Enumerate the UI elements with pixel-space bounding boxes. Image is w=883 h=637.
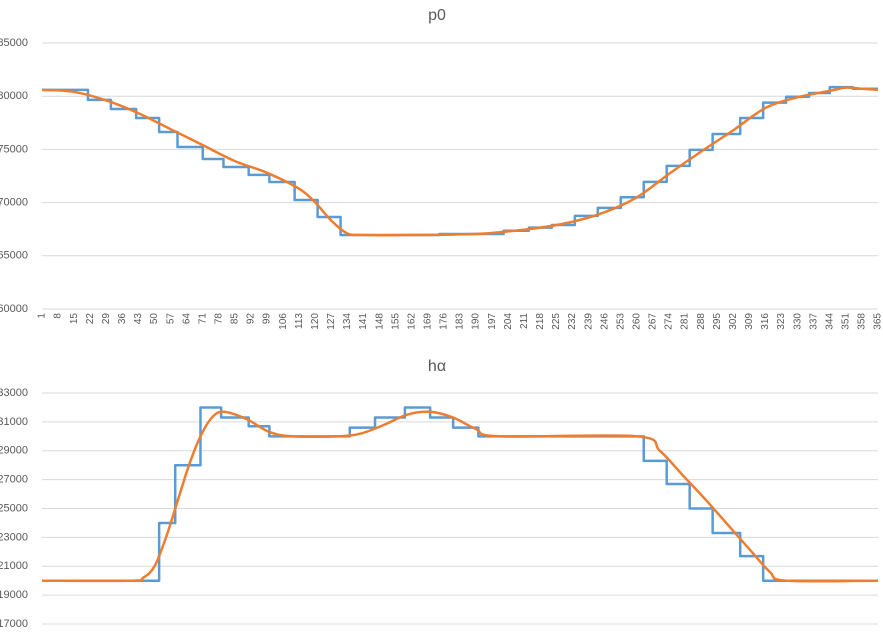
x-tick-label: 274 [664,313,675,330]
y-tick-label: 80000 [0,90,28,102]
x-tick-label: 197 [487,313,498,330]
x-tick-label: 92 [246,313,257,325]
x-tick-label: 232 [567,313,578,330]
x-tick-label: 50 [149,313,160,325]
x-tick-label: 302 [728,313,739,330]
x-tick-label: 155 [390,313,401,330]
x-tick-label: 85 [230,313,241,325]
x-tick-label: 1 [37,313,48,319]
y-tick-label: 19000 [0,589,28,601]
x-tick-label: 267 [648,313,659,330]
series-line [42,406,878,582]
x-tick-label: 78 [213,313,224,325]
x-tick-label: 218 [535,313,546,330]
chart-title: hα [428,358,446,375]
y-tick-label: 25000 [0,502,28,514]
y-tick-label: 31000 [0,416,28,428]
series-line [41,410,879,583]
x-tick-label: 358 [857,313,868,330]
x-tick-label: 169 [422,313,433,330]
y-tick-label: 29000 [0,445,28,457]
y-tick-label: 21000 [0,560,28,572]
y-tick-label: 70000 [0,197,28,209]
x-tick-label: 120 [310,313,321,330]
x-tick-label: 344 [824,313,835,330]
x-tick-label: 36 [117,313,128,325]
x-tick-label: 183 [455,313,466,330]
y-tick-label: 17000 [0,618,28,630]
x-tick-label: 211 [519,313,530,329]
x-tick-label: 246 [599,313,610,330]
x-tick-label: 64 [181,313,192,325]
x-tick-label: 351 [840,313,851,330]
x-tick-label: 106 [278,313,289,330]
x-tick-label: 309 [744,313,755,330]
x-tick-label: 113 [294,313,305,329]
x-tick-label: 281 [680,313,691,330]
x-tick-label: 162 [406,313,417,330]
y-tick-label: 75000 [0,143,28,155]
y-tick-label: 23000 [0,531,28,543]
x-tick-label: 288 [696,313,707,330]
x-tick-label: 134 [342,313,353,330]
series-line [42,85,878,237]
y-tick-label: 85000 [0,37,28,49]
x-tick-label: 15 [69,313,80,325]
x-tick-label: 323 [776,313,787,330]
x-tick-label: 253 [615,313,626,330]
y-tick-label: 27000 [0,474,28,486]
x-tick-label: 71 [197,313,208,325]
x-tick-label: 22 [85,313,96,325]
x-tick-label: 337 [808,313,819,330]
x-tick-label: 260 [631,313,642,330]
x-tick-label: 141 [358,313,369,330]
x-tick-label: 239 [583,313,594,330]
x-tick-label: 316 [760,313,771,330]
x-tick-label: 43 [133,313,144,325]
x-tick-label: 176 [439,313,450,330]
x-tick-label: 295 [712,313,723,330]
x-tick-label: 148 [374,313,385,330]
x-tick-label: 29 [101,313,112,325]
x-tick-label: 330 [792,313,803,330]
x-tick-label: 365 [873,313,883,330]
series-line [41,86,879,237]
x-tick-label: 99 [262,313,273,325]
x-tick-label: 190 [471,313,482,330]
x-tick-label: 57 [165,313,176,325]
x-tick-label: 127 [326,313,337,330]
x-tick-label: 204 [503,313,514,330]
x-tick-label: 225 [551,313,562,330]
y-tick-label: 33000 [0,387,28,399]
x-tick-label: 8 [53,313,64,319]
y-tick-label: 60000 [0,303,28,315]
chart-title: p0 [428,7,446,24]
y-tick-label: 65000 [0,250,28,262]
